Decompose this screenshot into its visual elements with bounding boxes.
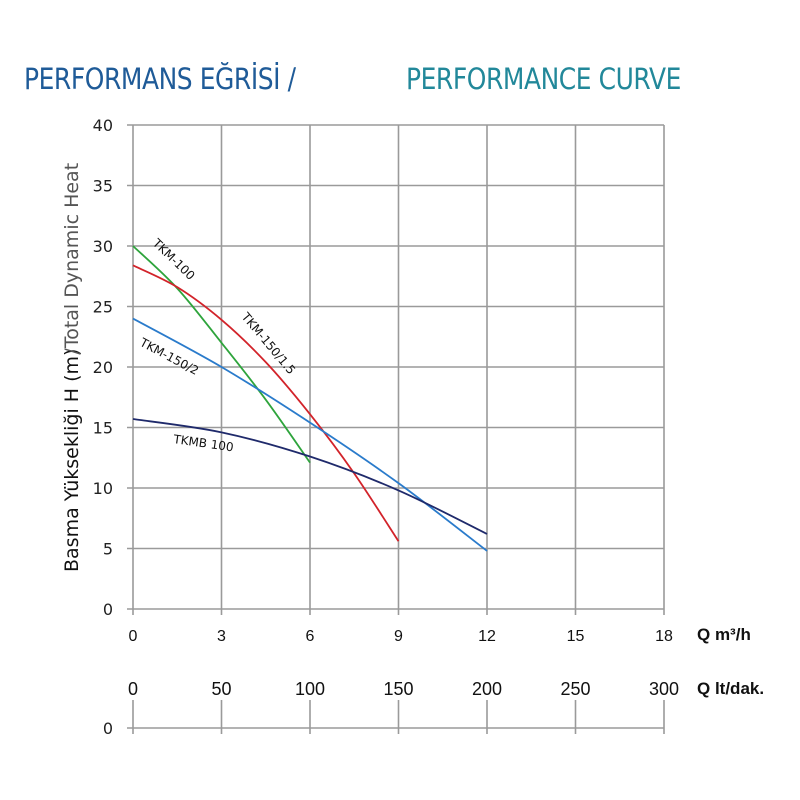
- secondary-axis-zero-label: 0: [103, 719, 113, 738]
- secondary-x-tick-label: 150: [383, 679, 413, 699]
- grid: [127, 124, 665, 615]
- x-tick-label: 18: [655, 628, 673, 645]
- x-tick-label: 3: [217, 628, 226, 645]
- y-tick-label: 40: [93, 116, 113, 135]
- y-tick-label: 0: [103, 600, 113, 619]
- x-axis-secondary-label: Q lt/dak.: [697, 679, 764, 698]
- curve-label-tkmb-100: TKMB 100: [172, 432, 235, 454]
- y-tick-label: 35: [93, 177, 113, 196]
- y-axis-label-turkish: Basma Yüksekliği H (m): [61, 349, 83, 572]
- x-tick-label: 12: [478, 628, 496, 645]
- secondary-x-tick-label: 50: [211, 679, 231, 699]
- x-axis-label: Q m³/h: [697, 625, 751, 644]
- secondary-x-tick-label: 0: [128, 679, 138, 699]
- x-tick-label: 6: [306, 628, 315, 645]
- secondary-x-tick-label: 100: [295, 679, 325, 699]
- y-tick-label: 20: [93, 358, 113, 377]
- secondary-x-tick-label: 250: [560, 679, 590, 699]
- y-tick-label: 5: [103, 540, 113, 559]
- y-tick-label: 25: [93, 298, 113, 317]
- secondary-x-tick-label: 300: [649, 679, 679, 699]
- chart-title-turkish: PERFORMANS EĞRİSİ /: [24, 62, 296, 96]
- x-tick-label: 15: [567, 628, 585, 645]
- y-tick-label: 10: [93, 479, 113, 498]
- x-tick-label: 0: [129, 628, 138, 645]
- y-tick-label: 15: [93, 419, 113, 438]
- series-line-tkm-150-1-5: [132, 264, 400, 542]
- y-axis-ticks: 0 5 10 15 20 25 30 35 40: [93, 116, 113, 619]
- curve-label-tkm-150-2: TKM-150/2: [137, 335, 201, 378]
- secondary-x-tick-label: 200: [472, 679, 502, 699]
- chart-title-english: PERFORMANCE CURVE: [406, 62, 681, 96]
- curve-labels: TKM-100 TKM-150/1.5 TKM-150/2 TKMB 100: [137, 235, 299, 454]
- series-line-tkm-100: [132, 245, 311, 464]
- y-tick-label: 30: [93, 237, 113, 256]
- y-axis-label-english: /Total Dynamic Heat: [61, 163, 83, 355]
- y-axis-label: Basma Yüksekliği H (m)/Total Dynamic Hea…: [61, 163, 83, 572]
- x-tick-label: 9: [394, 628, 403, 645]
- series-lines: [132, 245, 488, 552]
- series-line-tkmb-100: [132, 418, 488, 535]
- x-axis-ticks: 0 3 6 9 12 15 18: [129, 628, 673, 645]
- secondary-x-axis: 0 50 100 150 200 250 300 0: [103, 679, 679, 738]
